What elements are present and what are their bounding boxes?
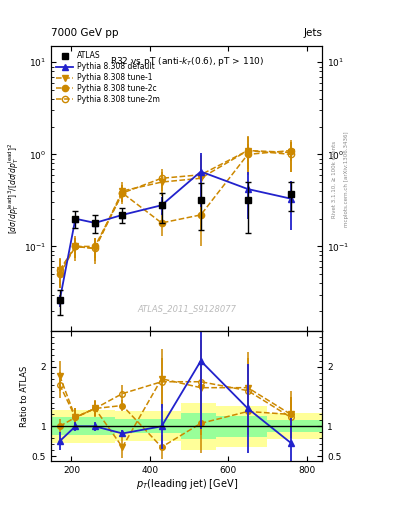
Text: Jets: Jets — [303, 28, 322, 38]
Text: mcplots.cern.ch [arXiv:1306.3436]: mcplots.cern.ch [arXiv:1306.3436] — [344, 132, 349, 227]
Text: R32 vs pT (anti-$k_T$(0.6), pT > 110): R32 vs pT (anti-$k_T$(0.6), pT > 110) — [110, 55, 264, 68]
Y-axis label: Ratio to ATLAS: Ratio to ATLAS — [20, 366, 29, 426]
Text: ATLAS_2011_S9128077: ATLAS_2011_S9128077 — [137, 304, 236, 313]
Text: 7000 GeV pp: 7000 GeV pp — [51, 28, 119, 38]
Text: Rivet 3.1.10, ≥ 100k events: Rivet 3.1.10, ≥ 100k events — [332, 141, 337, 218]
Y-axis label: $[d\sigma/dp_T^{\rm lead}]^3/[d\sigma/dp_T^{\rm lead}]^2$: $[d\sigma/dp_T^{\rm lead}]^3/[d\sigma/dp… — [6, 143, 21, 234]
Legend: ATLAS, Pythia 8.308 default, Pythia 8.308 tune-1, Pythia 8.308 tune-2c, Pythia 8: ATLAS, Pythia 8.308 default, Pythia 8.30… — [55, 50, 162, 105]
X-axis label: $p_T$(leading jet) [GeV]: $p_T$(leading jet) [GeV] — [136, 477, 238, 492]
